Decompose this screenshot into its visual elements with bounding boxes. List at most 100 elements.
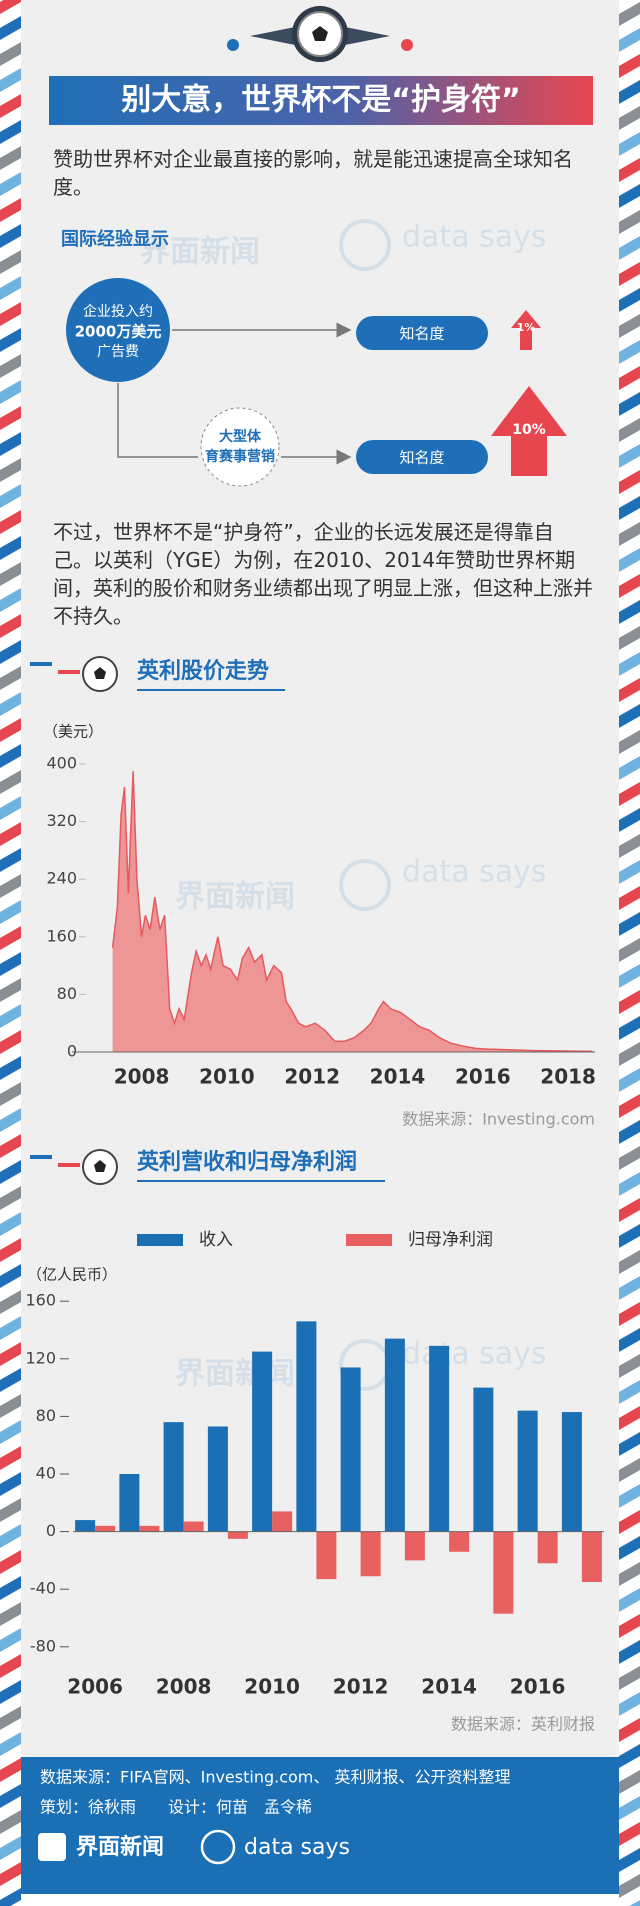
stripe xyxy=(619,1640,640,1664)
stripe xyxy=(0,224,21,248)
bar xyxy=(139,1525,160,1532)
bar xyxy=(360,1531,381,1577)
y-axis-label: （美元） xyxy=(43,723,103,741)
stripe xyxy=(619,262,640,286)
footer-sources: 数据来源：FIFA官网、Investing.com、 英利财报、公开资料整理 xyxy=(40,1768,510,1787)
stripe xyxy=(0,1342,21,1366)
stripe xyxy=(0,354,21,378)
stripe xyxy=(619,54,640,78)
bar xyxy=(207,1426,228,1532)
price-chart: 0 80 160 240 320 400 2008 2010 2012 2014 2016 2018 xyxy=(46,754,596,1089)
stripe xyxy=(0,900,21,924)
y-tick-label: 120 xyxy=(25,1348,56,1367)
stripe xyxy=(619,522,640,546)
footer-tagline: data says xyxy=(244,1835,350,1860)
y-axis-label: （亿人民币） xyxy=(27,1266,117,1284)
stripe xyxy=(0,198,21,222)
y-tick-label: 0 xyxy=(67,1042,77,1061)
bar xyxy=(252,1351,273,1532)
stripe xyxy=(0,302,21,326)
stripe xyxy=(0,1186,21,1210)
outcome-pill xyxy=(356,440,488,474)
bar xyxy=(296,1321,317,1532)
stripe xyxy=(0,380,21,404)
stripe xyxy=(0,614,21,638)
bar xyxy=(581,1531,602,1582)
watermark: 界面新闻 data says 界面新闻 data says 界面新闻 data … xyxy=(140,219,547,1392)
stripe xyxy=(0,1524,21,1548)
stripe xyxy=(0,146,21,170)
stripe xyxy=(619,626,640,650)
stripe xyxy=(619,132,640,156)
emblem xyxy=(227,6,413,62)
outcome-change: 1% xyxy=(517,321,536,334)
event-text: 大型体 xyxy=(219,428,262,445)
stripe xyxy=(0,562,21,586)
stripe xyxy=(619,444,640,468)
stripe xyxy=(619,1172,640,1196)
stripe xyxy=(0,848,21,872)
stripe xyxy=(619,1510,640,1534)
y-tick-label: 0 xyxy=(46,1521,56,1540)
x-tick-label: 2016 xyxy=(510,1675,566,1699)
stripe xyxy=(0,1836,21,1860)
x-tick-label: 2014 xyxy=(370,1065,426,1089)
watermark-tagline: data says xyxy=(402,220,547,255)
stripe xyxy=(0,1082,21,1106)
stripe xyxy=(619,1562,640,1586)
event-text: 育赛事营销 xyxy=(205,448,275,465)
stripe xyxy=(0,250,21,274)
x-tick-label: 2008 xyxy=(156,1675,212,1699)
stripe xyxy=(0,1576,21,1600)
stripe xyxy=(0,1394,21,1418)
stripe xyxy=(619,730,640,754)
chart-title: 英利营收和归母净利润 xyxy=(137,1149,357,1175)
x-tick-label: 2016 xyxy=(455,1065,511,1089)
stripe xyxy=(0,484,21,508)
stripe xyxy=(619,1250,640,1274)
stripe xyxy=(0,406,21,430)
stripe xyxy=(0,1758,21,1782)
stripe xyxy=(619,1432,640,1456)
bar xyxy=(493,1531,514,1614)
stripe xyxy=(619,392,640,416)
stripe xyxy=(619,1874,640,1898)
stripe xyxy=(0,588,21,612)
x-tick-label: 2006 xyxy=(67,1675,123,1699)
stripe xyxy=(0,1628,21,1652)
bar xyxy=(163,1422,184,1532)
stripe xyxy=(0,874,21,898)
bar xyxy=(227,1531,248,1539)
stripe xyxy=(0,1264,21,1288)
stripe xyxy=(619,1042,640,1066)
stripe xyxy=(0,1212,21,1236)
stripe xyxy=(0,1368,21,1392)
stripe xyxy=(0,666,21,690)
footer-bg xyxy=(21,1757,619,1894)
footer-credits: 策划：徐秋雨 设计：何苗 孟令稀 xyxy=(40,1798,312,1817)
stripe xyxy=(0,1004,21,1028)
y-tick-label: 80 xyxy=(57,984,77,1003)
stripe xyxy=(0,328,21,352)
stripe xyxy=(619,106,640,130)
stripe xyxy=(0,796,21,820)
bar xyxy=(404,1531,425,1561)
outcome-change: 10% xyxy=(512,422,546,438)
stripe xyxy=(0,458,21,482)
bar xyxy=(95,1525,116,1532)
stripe xyxy=(619,912,640,936)
x-tick-label: 2010 xyxy=(244,1675,300,1699)
stripe xyxy=(619,1068,640,1092)
stripe xyxy=(619,1120,640,1144)
stripe xyxy=(0,952,21,976)
bar xyxy=(384,1338,405,1532)
stripe xyxy=(619,1588,640,1612)
stripe xyxy=(619,340,640,364)
bar xyxy=(316,1531,337,1580)
stripe xyxy=(0,1238,21,1262)
bar xyxy=(429,1345,450,1532)
stripe xyxy=(619,470,640,494)
stripe xyxy=(619,652,640,676)
